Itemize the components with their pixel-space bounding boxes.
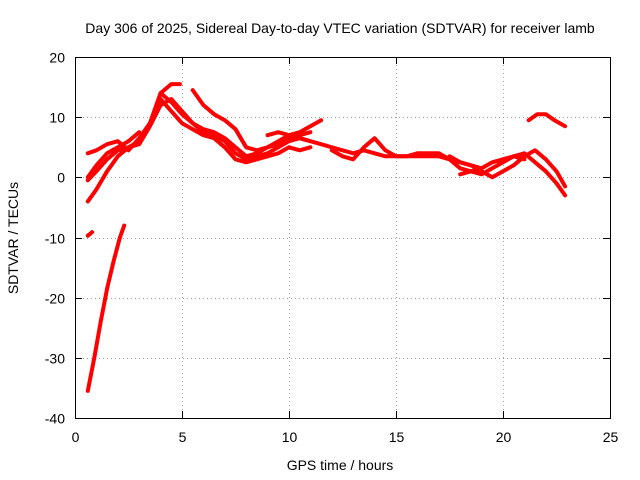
series-arc-6 bbox=[85, 130, 142, 180]
data-series bbox=[85, 82, 568, 393]
y-tick-label: 20 bbox=[49, 50, 65, 66]
x-tick-label: 25 bbox=[603, 429, 619, 445]
y-tick-label: 0 bbox=[57, 170, 65, 186]
y-tick-label: -40 bbox=[45, 411, 65, 427]
y-tick-label: -10 bbox=[45, 231, 65, 247]
series-arc-7 bbox=[158, 91, 324, 159]
series-arc-11 bbox=[447, 148, 568, 189]
series-arc-12 bbox=[458, 154, 527, 177]
x-tick-label: 10 bbox=[282, 429, 298, 445]
series-arc-2 bbox=[85, 223, 127, 393]
y-tick-label: 10 bbox=[49, 110, 65, 126]
x-tick-label: 20 bbox=[496, 429, 512, 445]
x-axis-label: GPS time / hours bbox=[287, 457, 394, 473]
series-arc-13 bbox=[526, 112, 568, 129]
x-tick-label: 15 bbox=[389, 429, 405, 445]
y-axis-label: SDTVAR / TECUs bbox=[5, 182, 21, 294]
y-tick-label: -20 bbox=[45, 291, 65, 307]
series-arc-3 bbox=[85, 97, 313, 204]
x-tick-label: 5 bbox=[179, 429, 187, 445]
y-tick-label: -30 bbox=[45, 351, 65, 367]
series-arc-5 bbox=[85, 82, 182, 156]
series-arc-10 bbox=[329, 136, 568, 198]
series-arc-1 bbox=[85, 230, 95, 238]
grid-lines bbox=[75, 57, 610, 418]
x-tick-label: 0 bbox=[72, 429, 80, 445]
axis-ticks: 0 5 10 15 20 25 -40 -30 -20 -10 0 10 20 bbox=[45, 50, 619, 446]
chart-title: Day 306 of 2025, Sidereal Day-to-day VTE… bbox=[85, 20, 595, 36]
